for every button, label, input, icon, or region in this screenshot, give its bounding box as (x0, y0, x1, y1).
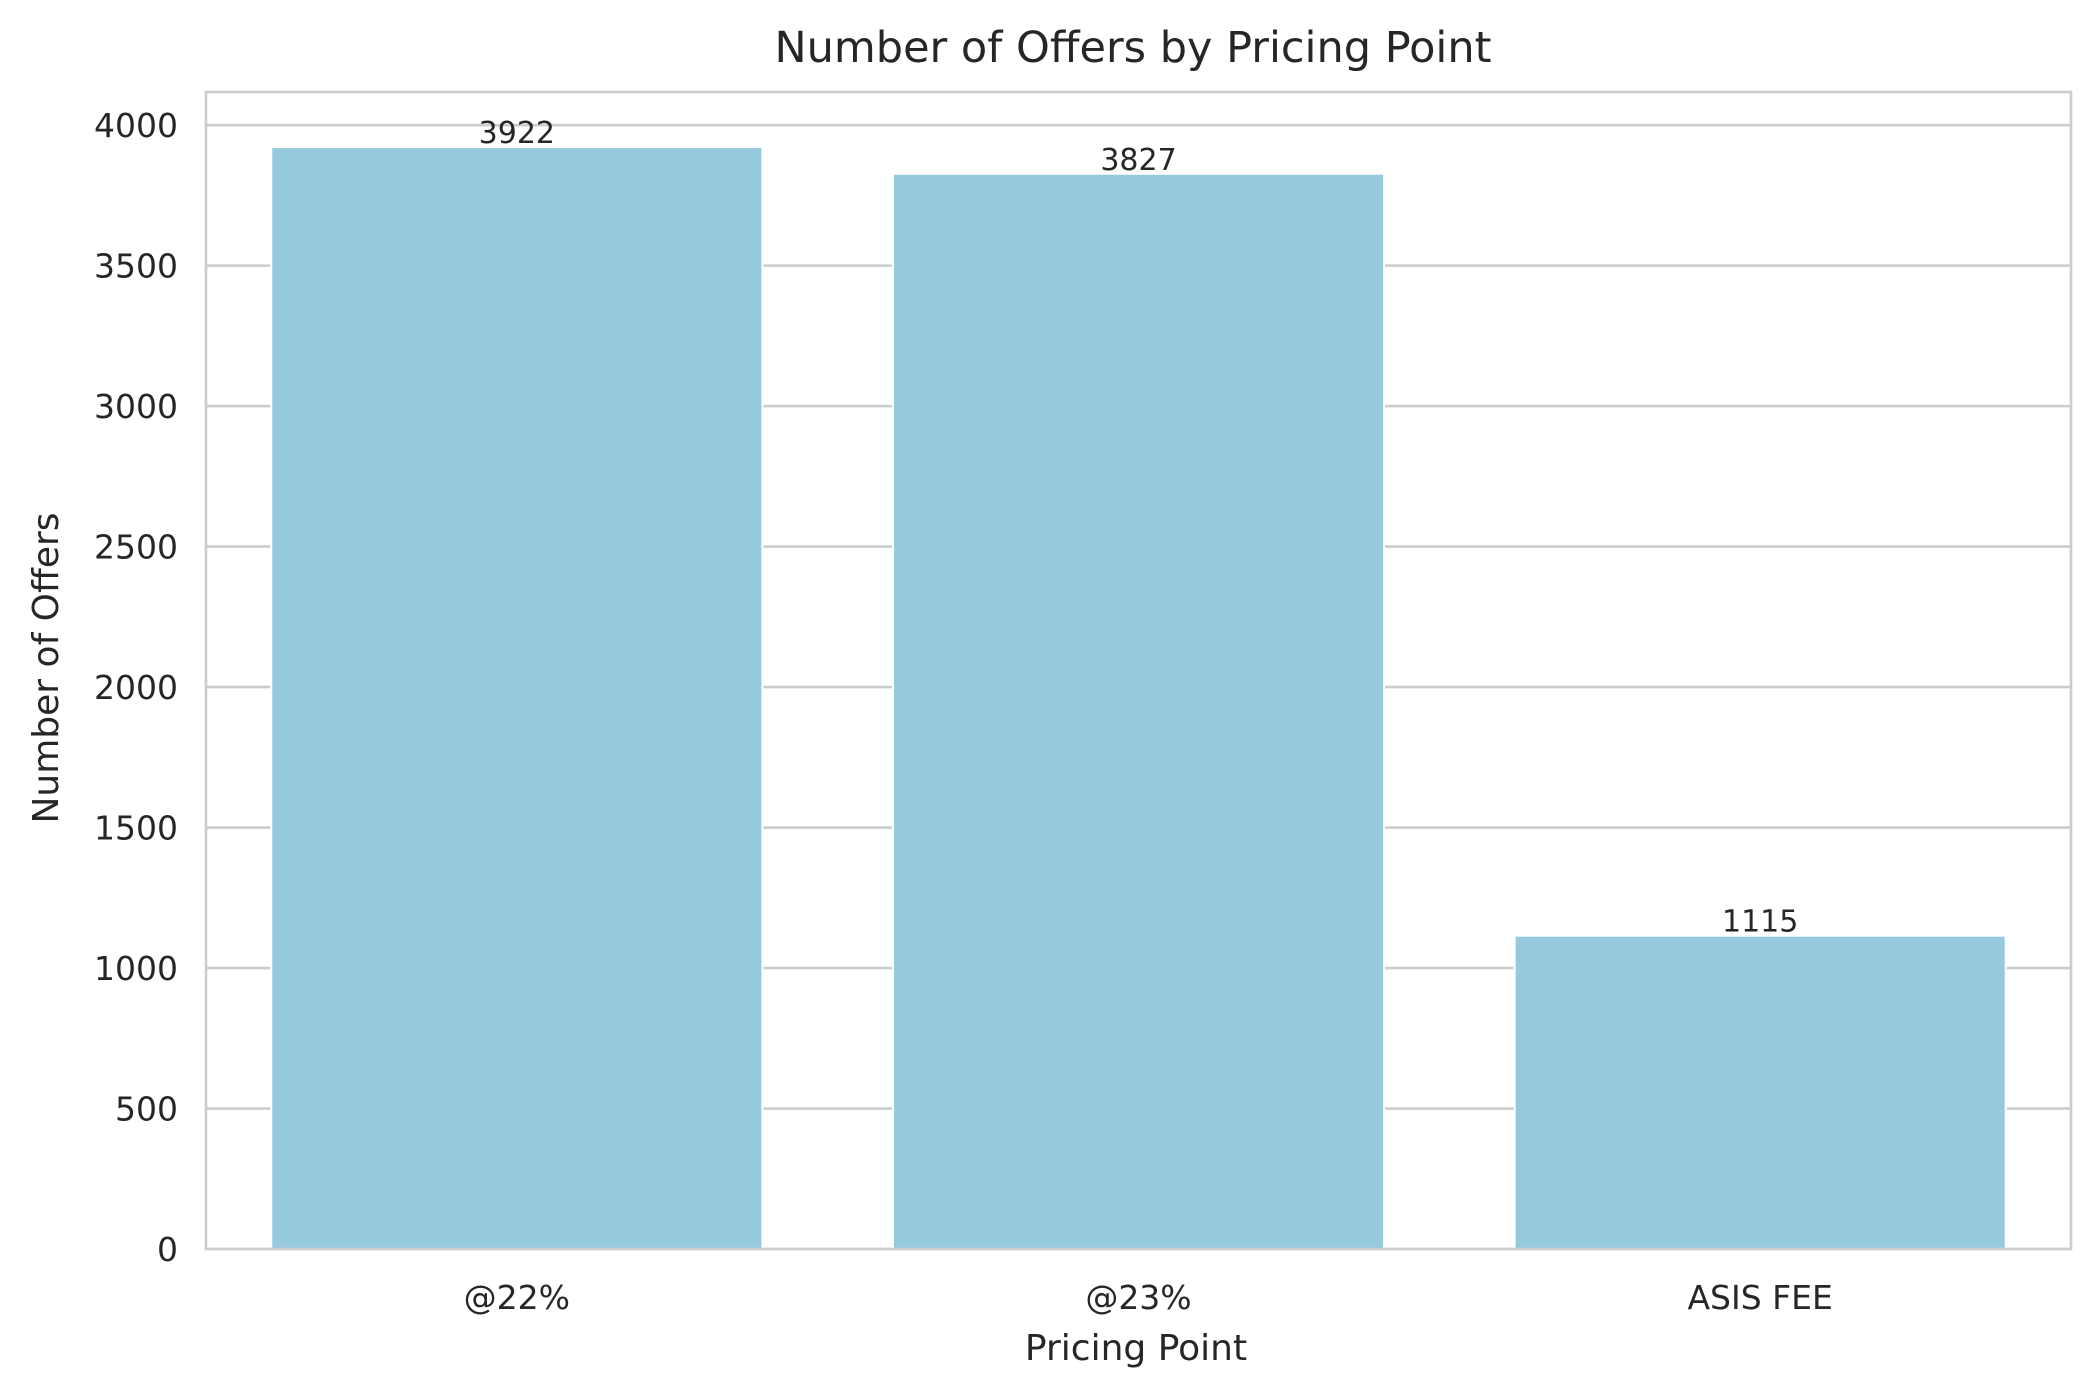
chart-title: Number of Offers by Pricing Point (775, 23, 1492, 73)
bar-value-label: 3827 (1100, 143, 1176, 178)
y-tick-label: 1000 (94, 949, 178, 988)
x-axis-label: Pricing Point (1025, 1328, 1247, 1369)
y-tick-label: 2500 (94, 528, 178, 567)
bar (1513, 934, 2007, 1250)
y-tick-label: 4000 (94, 106, 178, 145)
plot-border (204, 90, 2073, 1251)
bar (270, 146, 764, 1250)
x-tick-label: ASIS FEE (1687, 1278, 1832, 1317)
y-tick-label: 3000 (94, 387, 178, 426)
y-tick-labels: 0 500 1000 1500 2000 2500 3000 3500 4000 (94, 106, 178, 1269)
bar-value-label: 3922 (479, 116, 555, 151)
bar (891, 172, 1386, 1250)
y-tick-label: 3500 (94, 247, 178, 286)
bars (270, 146, 2007, 1250)
y-tick-label: 2000 (94, 668, 178, 707)
y-axis-label: Number of Offers (26, 512, 67, 823)
x-tick-labels: @22% @23% ASIS FEE (464, 1278, 1833, 1317)
x-tick-label: @23% (1085, 1278, 1191, 1317)
plot-frame (204, 90, 2073, 1251)
y-tick-label: 0 (157, 1230, 178, 1269)
y-tick-label: 500 (115, 1090, 178, 1129)
bar-value-labels: 3922 3827 1115 (479, 116, 1799, 940)
x-tick-label: @22% (464, 1278, 570, 1317)
y-tick-label: 1500 (94, 809, 178, 848)
bar-value-label: 1115 (1722, 905, 1798, 940)
